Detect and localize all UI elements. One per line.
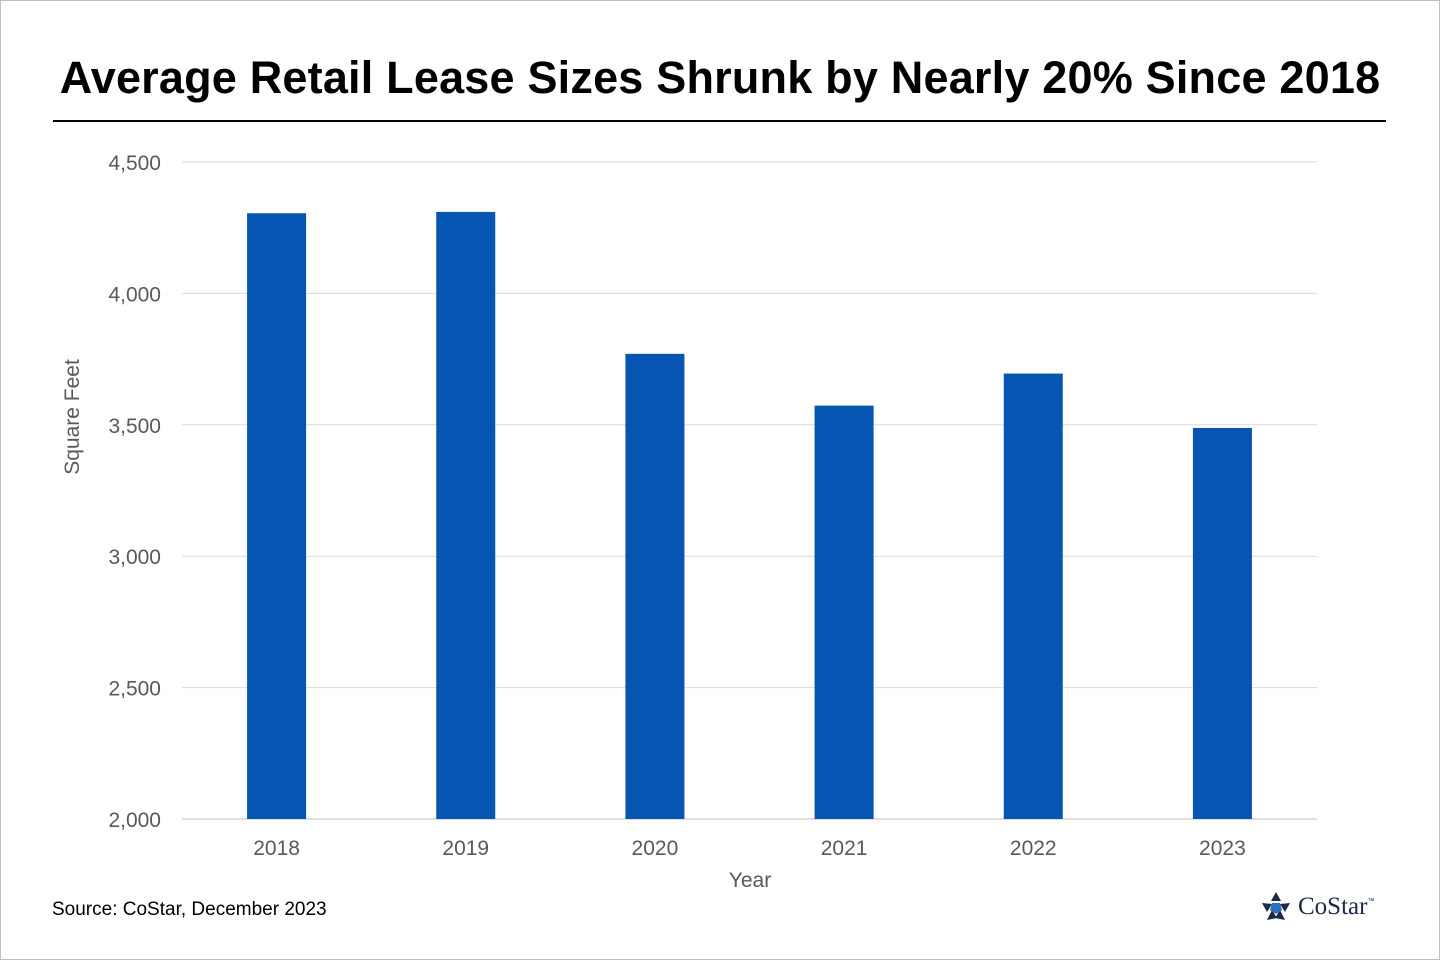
y-tick-label: 4,500 [108,152,161,175]
x-tick-label: 2023 [1199,837,1246,860]
bar-2022 [1003,373,1063,819]
bar-2023 [1192,427,1252,819]
bar-2019 [436,211,496,819]
costar-logo: CoStar ™ [1260,890,1374,924]
bar-2021 [814,405,874,819]
bar-2020 [625,353,685,819]
x-tick-label: 2020 [632,837,679,860]
x-tick-label: 2018 [253,837,300,860]
source-note: Source: CoStar, December 2023 [52,899,327,920]
logo-text: CoStar [1298,893,1368,920]
x-tick-label: 2022 [1010,837,1057,860]
y-tick-label: 2,500 [108,678,161,701]
x-axis-label: Year [729,869,771,892]
y-axis-label: Square Feet [61,359,84,475]
chart-title: Average Retail Lease Sizes Shrunk by Nea… [59,52,1381,103]
title-underline [53,120,1386,122]
x-tick-label: 2019 [442,837,489,860]
y-tick-label: 3,000 [108,546,161,569]
bar-2018 [247,213,307,820]
costar-star-icon [1262,892,1290,920]
x-tick-label: 2021 [821,837,868,860]
y-tick-label: 4,000 [108,283,161,306]
logo-trademark: ™ [1367,898,1375,905]
y-tick-label: 2,000 [108,809,161,832]
y-tick-label: 3,500 [108,415,161,438]
